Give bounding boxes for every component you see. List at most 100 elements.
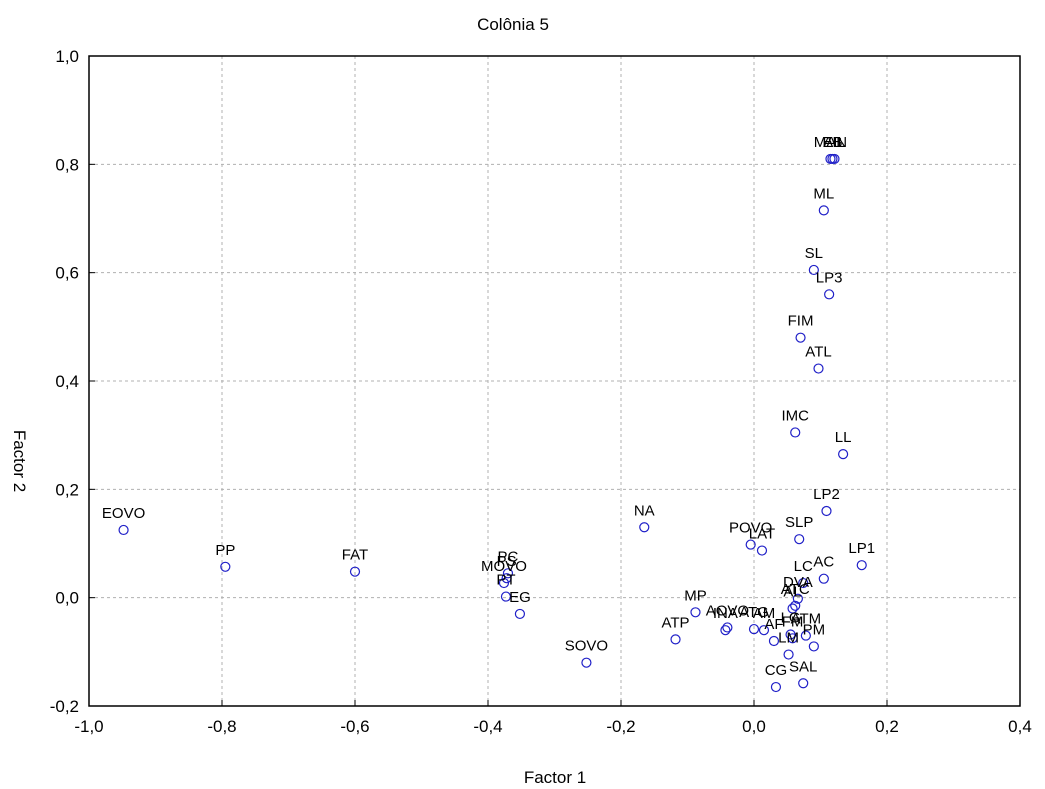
point-label: AOVO — [706, 602, 749, 619]
x-tick-label: -0,6 — [340, 717, 369, 736]
point-label: SLP — [785, 514, 813, 531]
data-point: PC — [498, 548, 519, 579]
data-point: AL — [783, 584, 802, 614]
point-marker — [792, 593, 803, 604]
point-marker — [498, 577, 510, 589]
x-tick-label: -0,8 — [207, 717, 236, 736]
point-label: SOVO — [565, 638, 608, 655]
point-marker — [790, 600, 801, 611]
point-marker — [349, 566, 361, 577]
data-point: PS — [497, 553, 517, 584]
data-point: FM — [782, 613, 804, 644]
data-point: ATM — [791, 611, 822, 641]
data-point: LP3 — [816, 269, 843, 300]
x-tick-label: 0,4 — [1008, 717, 1032, 736]
point-marker — [722, 622, 733, 633]
point-label: INA — [713, 605, 738, 622]
data-point: LP2 — [813, 486, 840, 517]
point-marker — [581, 657, 592, 668]
data-point: SL — [805, 245, 823, 276]
point-marker — [824, 289, 835, 300]
point-marker — [770, 681, 782, 693]
point-label: FAT — [342, 547, 368, 564]
point-label: PM — [803, 621, 826, 638]
data-point: PT — [496, 572, 516, 602]
point-label: EG — [509, 589, 531, 606]
data-point: ATC — [781, 581, 810, 611]
x-tick-label: -0,4 — [473, 717, 502, 736]
point-label: MOVO — [481, 558, 527, 575]
data-point: INA — [713, 605, 738, 636]
data-point: ATL — [805, 344, 832, 374]
x-tick-label: -1,0 — [74, 717, 103, 736]
point-marker — [795, 332, 806, 343]
data-point: MP — [684, 587, 707, 618]
point-label: LP3 — [816, 269, 843, 286]
point-marker — [813, 363, 824, 374]
data-point: AC — [813, 554, 834, 584]
point-label: LG — [781, 610, 801, 627]
point-label: ATM — [791, 611, 822, 628]
point-marker — [514, 608, 526, 620]
data-point: EOVO — [102, 505, 145, 536]
point-label: ATC — [781, 581, 810, 598]
point-marker — [787, 603, 798, 614]
data-point: NA — [634, 502, 655, 533]
point-marker — [720, 625, 731, 636]
point-marker — [502, 568, 514, 579]
data-point: LM — [778, 630, 799, 660]
point-marker — [745, 539, 756, 550]
data-point: PP — [215, 542, 235, 572]
point-label: FIM — [788, 313, 814, 330]
point-label: ATP — [661, 614, 689, 631]
point-label: LP2 — [813, 486, 840, 503]
point-marker — [787, 633, 798, 644]
point-label: FM — [782, 613, 804, 630]
data-point: LL — [835, 429, 852, 460]
point-marker — [808, 641, 819, 652]
point-label: NA — [634, 502, 655, 519]
point-marker — [838, 449, 849, 460]
point-marker — [768, 635, 780, 647]
point-label: PT — [496, 572, 515, 589]
y-axis: -0,2 0,0 0,2 0,4 0,6 0,8 1,0 — [50, 47, 95, 716]
point-label: PS — [497, 553, 517, 570]
data-point: ATP — [661, 614, 690, 645]
x-tick-label: 0,0 — [742, 717, 766, 736]
chart-title: Colônia 5 — [477, 15, 549, 34]
point-label: EB — [822, 134, 842, 151]
point-marker — [783, 649, 794, 660]
data-point: FAT — [342, 547, 368, 577]
point-marker — [790, 427, 801, 438]
point-label: EOVO — [102, 505, 145, 522]
y-tick-label: 0,2 — [55, 480, 79, 499]
point-label: ATG — [739, 604, 769, 621]
point-label: CG — [765, 662, 788, 679]
y-tick-label: 0,4 — [55, 372, 79, 391]
data-point: ATG — [739, 604, 769, 635]
x-axis-label: Factor 1 — [524, 768, 586, 787]
data-point: AIL — [823, 134, 846, 165]
point-marker — [794, 534, 805, 545]
point-label: LP1 — [848, 540, 875, 557]
point-label: AM — [753, 605, 776, 622]
data-point: CG — [765, 662, 788, 693]
point-marker — [670, 634, 681, 645]
data-point: LAT — [749, 526, 775, 556]
y-tick-label: 0,6 — [55, 264, 79, 283]
data-point: ML — [813, 185, 834, 216]
data-point: FIM — [788, 313, 814, 343]
grid-lines — [89, 56, 1020, 706]
data-point: PM — [803, 621, 826, 652]
point-label: ML — [813, 185, 834, 202]
data-point: SLP — [785, 514, 813, 545]
y-tick-label: 1,0 — [55, 47, 79, 66]
point-marker — [821, 505, 832, 517]
point-marker — [818, 573, 829, 584]
x-tick-label: -0,2 — [606, 717, 635, 736]
y-tick-label: 0,8 — [55, 155, 79, 174]
point-label: LL — [835, 429, 852, 446]
point-label: IMC — [781, 407, 809, 424]
point-label: DVA — [783, 574, 813, 591]
